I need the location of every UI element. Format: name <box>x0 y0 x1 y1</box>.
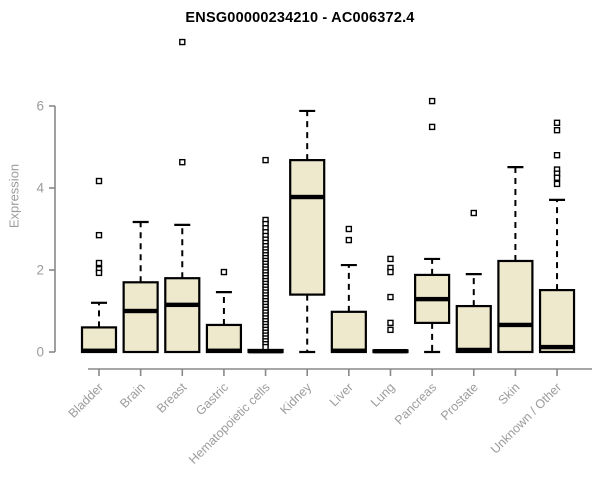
median-line <box>206 348 241 353</box>
median-line <box>290 194 325 200</box>
x-category-label: Unknown / Other <box>488 380 564 456</box>
outlier-point <box>553 119 561 127</box>
outlier-point <box>345 225 353 233</box>
outlier-point <box>428 123 436 131</box>
x-category-label: Bladder <box>66 380 106 420</box>
box-bladder <box>80 326 118 354</box>
median-line <box>540 344 575 350</box>
outlier-point <box>95 177 103 185</box>
y-tick-label: 6 <box>36 99 44 114</box>
outlier-point <box>387 293 394 301</box>
median-line <box>415 296 450 302</box>
box-kidney <box>289 159 326 296</box>
x-category-label: Skin <box>495 380 522 407</box>
median-line <box>373 348 408 354</box>
y-tick-label: 4 <box>36 181 44 196</box>
outlier-point <box>262 156 269 164</box>
median-line <box>248 348 283 354</box>
box-unknown-other <box>538 288 576 354</box>
outlier-point <box>179 158 186 166</box>
outlier-point <box>387 319 394 327</box>
box-brain <box>122 281 159 354</box>
box-prostate <box>455 304 492 354</box>
outlier-point <box>553 180 561 188</box>
x-category-label: Hematopoietic cells <box>186 380 273 467</box>
box-liver <box>330 310 367 354</box>
median-line <box>498 322 533 328</box>
outlier-point <box>387 268 394 276</box>
x-category-label: Liver <box>327 380 356 409</box>
outlier-point <box>428 97 436 105</box>
box-gastric <box>205 323 243 354</box>
outlier-point <box>387 326 394 334</box>
outlier-point <box>262 343 269 351</box>
outlier-point <box>553 174 561 181</box>
x-category-label: Kidney <box>277 380 314 417</box>
median-line <box>331 348 366 353</box>
outlier-point <box>95 231 103 239</box>
outlier-point <box>470 209 477 217</box>
outlier-point <box>95 269 103 277</box>
box-breast <box>164 277 201 354</box>
x-category-label: Pancreas <box>392 380 439 427</box>
outlier-point <box>553 126 561 134</box>
outlier-point <box>553 151 561 159</box>
outlier-point <box>387 255 394 263</box>
median-line <box>165 302 200 308</box>
median-line <box>82 348 116 353</box>
y-tick-label: 2 <box>36 263 44 278</box>
x-category-label: Breast <box>154 380 190 416</box>
chart-title: ENSG00000234210 - AC006372.4 <box>185 10 415 26</box>
x-category-label: Gastric <box>193 380 231 418</box>
median-line <box>456 347 491 353</box>
outlier-point <box>179 38 186 46</box>
outlier-point <box>345 236 353 244</box>
x-category-label: Prostate <box>438 380 481 423</box>
x-category-label: Lung <box>368 380 398 410</box>
outlier-point <box>95 259 103 267</box>
outlier-point <box>220 268 228 276</box>
box-skin <box>497 259 534 354</box>
y-tick-label: 0 <box>36 345 44 360</box>
median-line <box>123 308 158 314</box>
x-category-label: Brain <box>117 380 148 411</box>
